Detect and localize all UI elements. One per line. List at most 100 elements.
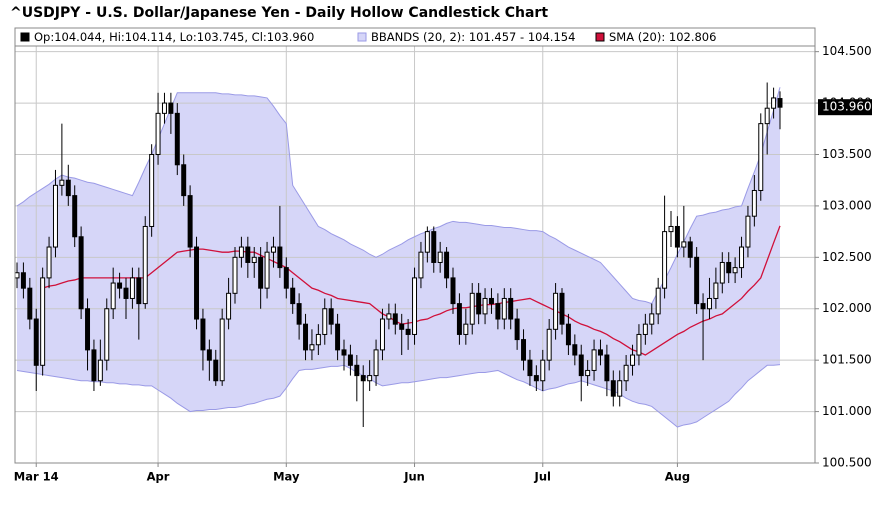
candle-body [476, 292, 482, 315]
candle-body [745, 215, 751, 248]
x-tick-label: Apr [147, 470, 170, 484]
candle-body [14, 272, 20, 279]
candle-body [283, 267, 289, 289]
candle-body [456, 303, 462, 335]
candle-body [399, 323, 405, 330]
y-tick-label: 100.500 [822, 456, 872, 470]
candle-body [367, 375, 373, 382]
candle-body [758, 123, 764, 191]
candle-body [444, 251, 450, 279]
candle-body [649, 313, 655, 325]
candle-body [59, 179, 65, 186]
candle-body [418, 251, 424, 279]
candle-body [91, 349, 97, 382]
candle-body [623, 364, 629, 382]
candle-body [27, 287, 33, 320]
candle-body [174, 112, 180, 166]
sma-line [42, 225, 781, 356]
candle-body [149, 153, 155, 227]
x-tick-label: Jun [403, 470, 425, 484]
candle-body [264, 251, 270, 289]
candle-body [386, 313, 392, 320]
candle-body [655, 287, 661, 315]
candle-body [270, 246, 276, 253]
candle-body [668, 225, 674, 233]
candle-body [187, 195, 193, 248]
candle-body [546, 328, 552, 361]
legend-label: BBANDS (20, 2): 101.457 - 104.154 [371, 30, 575, 44]
candle-body [46, 246, 52, 279]
candle-body [392, 313, 398, 325]
candle-body [155, 112, 161, 155]
candle-body [508, 297, 514, 320]
candle-body [424, 231, 430, 253]
legend-label: SMA (20): 102.806 [609, 30, 716, 44]
candle-body [373, 349, 379, 377]
candle-body [181, 164, 187, 197]
legend-swatch [20, 32, 30, 42]
candle-body [238, 246, 244, 258]
candle-body [450, 277, 456, 305]
candle-body [604, 354, 610, 382]
candle-body [764, 107, 770, 125]
candle-body [572, 344, 578, 356]
candle-body [33, 318, 39, 366]
candle-body [104, 308, 110, 361]
candle-body [674, 225, 680, 248]
candle-body [585, 369, 591, 377]
candle-body [726, 261, 732, 274]
band-upper [16, 87, 781, 305]
candle-body [617, 380, 623, 397]
candle-body [129, 277, 135, 299]
last-price-label: 103.960 [822, 100, 872, 114]
candle-body [412, 277, 418, 335]
candle-body [52, 184, 58, 248]
candle-body [488, 297, 494, 305]
candle-body [706, 297, 712, 310]
candle-body [65, 179, 71, 197]
candle-body [681, 241, 687, 248]
candle-body [309, 344, 315, 351]
chart-title: ^USDJPY - U.S. Dollar/Japanese Yen - Dai… [10, 5, 548, 21]
candle-body [514, 318, 520, 341]
candle-body [610, 380, 616, 397]
candle-body [315, 333, 321, 346]
candle-body [328, 308, 334, 325]
candle-body [136, 277, 142, 305]
candle-body [521, 339, 527, 361]
candle-body [700, 303, 706, 310]
y-tick-label: 102.500 [822, 250, 872, 264]
candle-body [245, 246, 251, 263]
candle-body [354, 364, 360, 377]
candle-body [482, 297, 488, 315]
candle-body [437, 251, 443, 263]
candle-body [277, 246, 283, 269]
candle-body [335, 323, 341, 351]
x-tick-label: Jul [534, 470, 551, 484]
y-tick-label: 103.500 [822, 147, 872, 161]
candle-body [565, 323, 571, 346]
candle-body [200, 318, 206, 351]
candle-body [296, 303, 302, 325]
candle-body [97, 359, 103, 382]
candle-body [258, 256, 264, 289]
candle-body [40, 277, 46, 366]
legend-label: Op:104.044, Hi:104.114, Lo:103.745, Cl:1… [34, 30, 314, 44]
candle-body [379, 318, 385, 351]
candle-body [290, 287, 296, 305]
y-tick-label: 101.000 [822, 404, 872, 418]
candle-body [85, 308, 91, 351]
candle-body [527, 359, 533, 377]
y-tick-label: 101.500 [822, 353, 872, 367]
candle-body [771, 97, 777, 109]
candle-body [540, 359, 546, 382]
candle-body [687, 241, 693, 258]
candle-body [405, 328, 411, 335]
candle-body [591, 349, 597, 371]
candle-body [20, 272, 26, 289]
candle-body [142, 225, 148, 305]
candle-body [751, 189, 757, 217]
candle-body [194, 246, 200, 320]
